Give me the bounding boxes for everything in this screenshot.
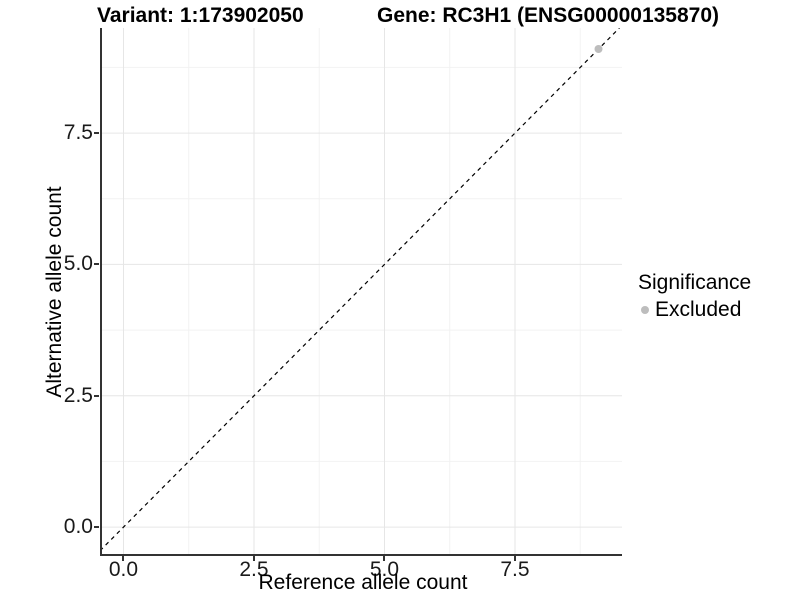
variant-title: Variant: 1:173902050	[97, 4, 304, 27]
x-axis-title: Reference allele count	[258, 571, 468, 594]
y-tick-label: 2.5	[63, 383, 93, 407]
y-tick-label: 5.0	[63, 252, 93, 276]
y-tick-mark	[94, 526, 99, 529]
y-tick-label: 7.5	[63, 121, 93, 145]
legend-title: Significance	[638, 271, 752, 294]
plot-canvas	[100, 28, 622, 556]
legend: Significance Excluded	[638, 270, 751, 322]
identity-dashed-line	[100, 28, 620, 552]
x-tick-mark	[383, 556, 386, 561]
gene-title: Gene: RC3H1 (ENSG00000135870)	[377, 4, 720, 27]
y-axis-title: Alternative allele count	[43, 186, 66, 398]
legend-entry-label: Excluded	[655, 298, 742, 321]
y-tick-label: 0.0	[63, 515, 93, 539]
plot-panel	[100, 28, 622, 556]
x-tick-mark	[252, 556, 255, 561]
data-point-excluded	[594, 45, 603, 54]
x-tick-mark	[122, 556, 125, 561]
x-tick-label: 5.0	[369, 558, 400, 581]
legend-entry-excluded: Excluded	[641, 298, 751, 322]
x-tick-label: 0.0	[108, 558, 139, 581]
y-tick-mark	[94, 132, 99, 135]
excluded-point-icon	[641, 306, 649, 314]
x-tick-mark	[513, 556, 516, 561]
y-tick-mark	[94, 394, 99, 397]
x-tick-label: 7.5	[500, 558, 530, 581]
y-tick-mark	[94, 263, 99, 266]
x-tick-label: 2.5	[239, 558, 269, 581]
